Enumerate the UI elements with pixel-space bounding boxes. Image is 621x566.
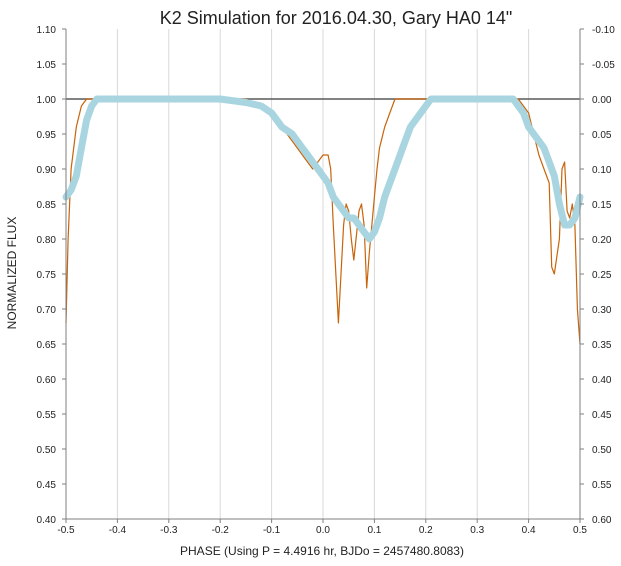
y2-tick-label: -0.10: [592, 25, 615, 36]
y2-tick-label: 0.45: [592, 410, 612, 421]
y2-tick-label: 0.00: [592, 95, 612, 106]
y2-tick-label: 0.40: [592, 375, 612, 386]
chart-title: K2 Simulation for 2016.04.30, Gary HA0 1…: [160, 8, 513, 28]
x-tick-label: 0.2: [419, 525, 433, 536]
y2-tick-label: 0.60: [592, 515, 612, 526]
y2-tick-label: 0.25: [592, 270, 612, 281]
y2-tick-label: 0.05: [592, 130, 612, 141]
plot-area: [62, 95, 584, 345]
y-tick-label: 0.80: [37, 235, 57, 246]
x-tick-label: -0.4: [109, 525, 127, 536]
x-tick-label: 0.0: [316, 525, 330, 536]
y2-tick-label: 0.55: [592, 480, 612, 491]
y-tick-label: 0.40: [37, 515, 57, 526]
y-tick-label: 0.55: [37, 410, 57, 421]
y-tick-label: 0.95: [37, 130, 57, 141]
x-tick-label: 0.1: [367, 525, 381, 536]
axes: [62, 28, 584, 523]
y2-tick-label: 0.15: [592, 200, 612, 211]
y2-tick-label: 0.35: [592, 340, 612, 351]
x-tick-label: -0.3: [160, 525, 178, 536]
x-tick-label: 0.3: [470, 525, 484, 536]
y2-tick-label: 0.20: [592, 235, 612, 246]
y-tick-label: 1.00: [37, 95, 57, 106]
y2-tick-label: 0.50: [592, 445, 612, 456]
y-tick-label: 0.90: [37, 165, 57, 176]
y-axis-title: NORMALIZED FLUX: [5, 217, 19, 330]
y-tick-label: 0.50: [37, 445, 57, 456]
y-tick-label: 0.60: [37, 375, 57, 386]
x-tick-label: -0.1: [263, 525, 281, 536]
y-tick-label: 0.70: [37, 305, 57, 316]
x-tick-label: -0.2: [212, 525, 230, 536]
observed-flux-series: [62, 95, 584, 243]
x-tick-label: 0.5: [573, 525, 587, 536]
y-tick-label: 1.10: [37, 25, 57, 36]
y-tick-label: 0.85: [37, 200, 57, 211]
y-tick-label: 1.05: [37, 60, 57, 71]
y2-tick-label: 0.30: [592, 305, 612, 316]
x-tick-label: -0.5: [57, 525, 75, 536]
tick-labels: -0.5 -0.4 -0.3 -0.2 -0.1 0.0 0.1 0.2 0.3 0.4 0.5 0.…: [37, 25, 616, 536]
y2-tick-label: -0.05: [592, 60, 615, 71]
y-tick-label: 0.75: [37, 270, 57, 281]
y-tick-label: 0.65: [37, 340, 57, 351]
x-axis-title: PHASE (Using P = 4.4916 hr, BJDo = 24574…: [180, 544, 464, 558]
y-tick-label: 0.45: [37, 480, 57, 491]
x-tick-label: 0.4: [522, 525, 536, 536]
y2-tick-label: 0.10: [592, 165, 612, 176]
